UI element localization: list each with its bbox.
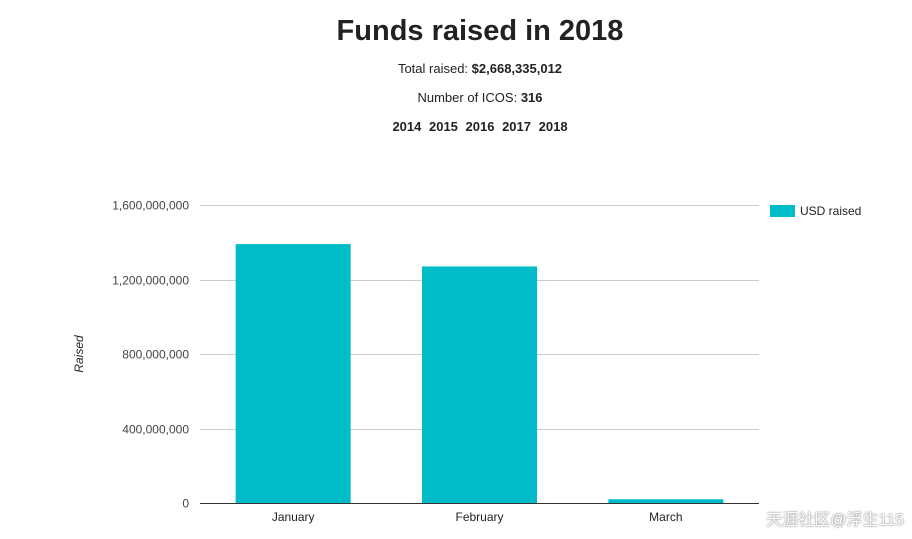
y-tick-label: 1,600,000,000 <box>112 199 189 213</box>
ico-count: Number of ICOS: 316 <box>0 90 912 105</box>
legend-swatch <box>770 205 795 217</box>
x-tick-label: January <box>272 510 315 524</box>
year-tab-2015[interactable]: 2015 <box>428 119 458 134</box>
year-tab-2017[interactable]: 2017 <box>502 119 531 134</box>
year-tab-2018[interactable]: 2018 <box>538 119 568 134</box>
x-tick-label: February <box>455 510 503 524</box>
y-tick-label: 1,200,000,000 <box>112 274 189 288</box>
bar-february <box>422 266 537 503</box>
x-tick-label: March <box>649 510 682 524</box>
year-selector: 2014 2015 2016 2017 2018 <box>0 119 912 134</box>
y-tick-label: 0 <box>182 497 189 511</box>
total-raised: Total raised: $2,668,335,012 <box>0 61 912 76</box>
ico-count-value: 316 <box>520 90 543 105</box>
total-raised-value: $2,668,335,012 <box>471 61 563 76</box>
watermark: 天涯社区@浮生115 <box>766 512 904 529</box>
year-tab-2014[interactable]: 2014 <box>392 119 422 134</box>
y-axis-title: Raised <box>72 335 86 373</box>
year-tab-2016[interactable]: 2016 <box>465 119 495 134</box>
bar-january <box>235 244 351 504</box>
chart-title: Funds raised in 2018 <box>336 15 624 47</box>
legend-label: USD raised <box>800 204 861 218</box>
y-tick-label: 800,000,000 <box>122 348 189 362</box>
total-raised-label: Total raised: <box>397 61 469 76</box>
bar-march <box>608 499 724 503</box>
ico-count-label: Number of ICOS: <box>417 90 518 105</box>
y-tick-label: 400,000,000 <box>122 423 189 437</box>
